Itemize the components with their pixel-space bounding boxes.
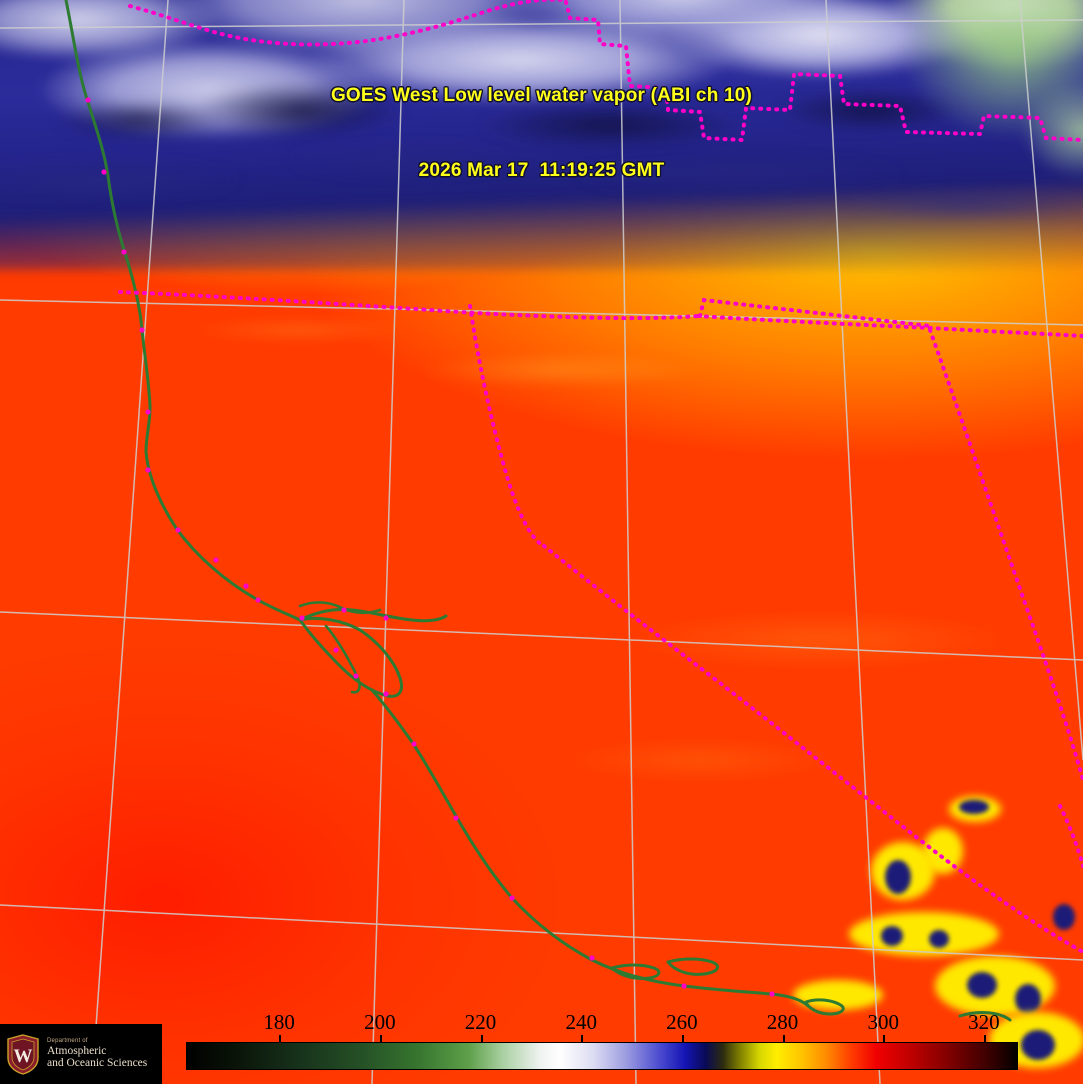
colorbar-tick-labels: 180 200 220 240 260 280 300 320 <box>186 1010 1018 1035</box>
colorbar-gradient <box>186 1042 1018 1070</box>
colorbar-tick-300 <box>883 1035 886 1042</box>
logo-line-1: Atmospheric <box>47 1044 107 1057</box>
coastline <box>64 0 1012 1022</box>
colorbar-tick-260 <box>681 1035 684 1042</box>
colorbar-tick-220 <box>480 1035 483 1042</box>
colorbar-tick-180 <box>279 1035 282 1042</box>
colorbar-tick-320 <box>983 1035 986 1042</box>
convective-cells-southeast <box>753 784 1083 1084</box>
colorbar-label-240: 240 <box>565 1010 597 1034</box>
logo-department-label: Department of <box>47 1038 88 1045</box>
logo-line-2: and Oceanic Sciences <box>47 1057 148 1070</box>
colorbar-label-260: 260 <box>666 1010 698 1034</box>
colorbar-label-300: 300 <box>867 1010 899 1034</box>
institution-logo: W Department of Atmospheric and Oceanic … <box>0 1024 162 1084</box>
colorbar-tick-280 <box>782 1035 785 1042</box>
cloud-fringe <box>0 120 1083 260</box>
state-borders <box>118 0 1083 954</box>
colorbar: 180 200 220 240 260 280 300 320 <box>186 1010 1018 1070</box>
colorbar-tick-200 <box>379 1035 382 1042</box>
colorbar-label-320: 320 <box>968 1010 1000 1034</box>
colorbar-label-220: 220 <box>464 1010 497 1034</box>
county-markers <box>85 97 775 997</box>
colorbar-label-280: 280 <box>766 1010 799 1034</box>
colorbar-label-180: 180 <box>263 1010 295 1034</box>
uw-crest-icon: W <box>6 1033 40 1075</box>
colorbar-label-200: 200 <box>364 1010 396 1034</box>
colorbar-tick-240 <box>581 1035 584 1042</box>
colorbar-ticks <box>186 1035 1018 1042</box>
svg-text:W: W <box>14 1046 33 1067</box>
